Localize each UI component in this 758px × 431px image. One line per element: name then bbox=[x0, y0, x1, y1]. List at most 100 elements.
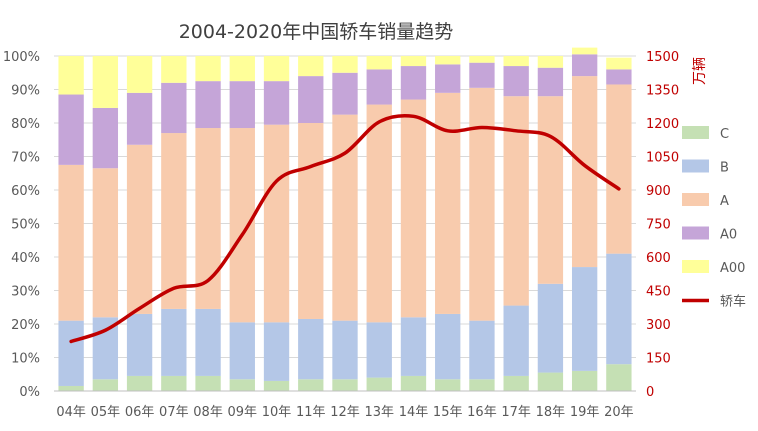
bar-segment-a00 bbox=[435, 56, 461, 65]
y-right-tick-label: 1200 bbox=[646, 117, 679, 132]
bar-segment-b bbox=[229, 322, 255, 380]
bar-stack bbox=[503, 56, 529, 391]
bar-segment-a0 bbox=[92, 107, 119, 169]
bar-stack bbox=[469, 56, 495, 391]
bar-segment-c bbox=[58, 385, 84, 391]
bar-segment-a00 bbox=[469, 56, 495, 63]
bar-segment-a0 bbox=[366, 69, 392, 105]
bar-segment-b bbox=[571, 267, 598, 371]
y-left-tick-label: 40% bbox=[11, 251, 40, 266]
bar-segment-a00 bbox=[58, 56, 84, 95]
bar-stack bbox=[332, 56, 358, 391]
y-left-tick-label: 60% bbox=[11, 184, 40, 199]
legend-label: C bbox=[720, 127, 729, 142]
legend-swatch-a bbox=[682, 193, 709, 206]
bar-segment-a0 bbox=[537, 67, 564, 97]
x-tick-label: 18年 bbox=[536, 405, 566, 420]
bar-segment-a bbox=[606, 84, 632, 254]
bar-segment-c bbox=[435, 379, 461, 391]
bar-stack bbox=[58, 56, 84, 391]
y-left-tick-label: 0% bbox=[19, 385, 40, 400]
y-left-tick-label: 50% bbox=[11, 218, 40, 233]
y-left-tick-label: 90% bbox=[11, 84, 40, 99]
bar-segment-a bbox=[537, 96, 564, 284]
x-tick-label: 13年 bbox=[364, 405, 394, 420]
x-tick-label: 10年 bbox=[262, 405, 292, 420]
bar-segment-a00 bbox=[126, 56, 153, 93]
bar-stack bbox=[571, 47, 598, 391]
bar-segment-a0 bbox=[606, 69, 632, 85]
x-tick-label: 07年 bbox=[159, 405, 189, 420]
bar-segment-c bbox=[606, 364, 632, 391]
y-left-tick-label: 70% bbox=[11, 151, 40, 166]
x-tick-label: 11年 bbox=[296, 405, 326, 420]
bar-segment-a00 bbox=[92, 56, 119, 108]
bar-segment-c bbox=[503, 375, 529, 391]
bar-segment-a bbox=[400, 99, 427, 318]
y-right-tick-label: 600 bbox=[646, 251, 671, 266]
x-tick-label: 06年 bbox=[125, 405, 155, 420]
y-right-tick-label: 450 bbox=[646, 285, 671, 300]
bar-segment-a0 bbox=[435, 64, 461, 93]
bar-stack bbox=[126, 56, 153, 391]
bar-segment-a00 bbox=[161, 56, 187, 83]
bar-segment-a bbox=[503, 96, 529, 306]
bar-segment-b bbox=[126, 313, 153, 376]
bar-segment-a0 bbox=[126, 92, 153, 145]
bar-segment-a00 bbox=[606, 57, 632, 70]
y-right-tick-label: 0 bbox=[646, 385, 654, 400]
bar-segment-a bbox=[126, 144, 153, 314]
bar-stack bbox=[400, 56, 427, 391]
bar-segment-a bbox=[332, 114, 358, 321]
bar-segment-c bbox=[229, 379, 255, 391]
bar-segment-b bbox=[332, 320, 358, 380]
right-axis-unit: 万辆 bbox=[692, 57, 708, 85]
bar-segment-a00 bbox=[366, 56, 392, 70]
bar-segment-c bbox=[571, 370, 598, 391]
y-right-tick-label: 1050 bbox=[646, 151, 679, 166]
bar-segment-a0 bbox=[229, 81, 255, 129]
bar-segment-b bbox=[92, 317, 119, 380]
bar-segment-a00 bbox=[332, 56, 358, 73]
bar-segment-b bbox=[161, 308, 187, 376]
bar-segment-c bbox=[126, 375, 153, 391]
bar-segment-a0 bbox=[263, 81, 290, 125]
bar-segment-b bbox=[400, 317, 427, 376]
chart-title: 2004-2020年中国轿车销量趋势 bbox=[179, 21, 454, 43]
bar-segment-a00 bbox=[298, 56, 324, 77]
bar-segment-a0 bbox=[503, 66, 529, 97]
y-right-tick-label: 1350 bbox=[646, 84, 679, 99]
bar-segment-b bbox=[366, 322, 392, 378]
bar-segment-c bbox=[263, 380, 290, 391]
bar-segment-a00 bbox=[503, 56, 529, 67]
legend-label: A00 bbox=[720, 261, 745, 276]
bar-stack bbox=[161, 56, 187, 391]
bar-segment-a bbox=[92, 168, 119, 318]
bar-segment-b bbox=[195, 308, 221, 376]
bar-segment-c bbox=[161, 375, 187, 391]
bar-stack bbox=[92, 56, 119, 391]
x-tick-label: 08年 bbox=[193, 405, 223, 420]
bar-segment-a0 bbox=[469, 62, 495, 88]
legend: C B A A0 A00 轿车 bbox=[682, 126, 746, 310]
y-right-tick-label: 900 bbox=[646, 184, 671, 199]
x-tick-label: 16年 bbox=[467, 405, 497, 420]
sedan-sales-line bbox=[69, 113, 621, 344]
bar-segment-b bbox=[503, 305, 529, 376]
x-tick-label: 20年 bbox=[604, 405, 634, 420]
bar-segment-a0 bbox=[161, 82, 187, 134]
bar-segment-c bbox=[537, 372, 564, 391]
y-left-tick-label: 10% bbox=[11, 352, 40, 367]
y-right-tick-label: 1500 bbox=[646, 50, 679, 65]
bar-segment-a0 bbox=[195, 81, 221, 129]
legend-swatch-a00 bbox=[682, 260, 709, 273]
bar-stack bbox=[298, 56, 324, 391]
x-tick-label: 05年 bbox=[91, 405, 121, 420]
bar-segment-a0 bbox=[400, 66, 427, 100]
bar-segment-a00 bbox=[229, 56, 255, 82]
y-left-tick-label: 80% bbox=[11, 117, 40, 132]
axes: 0% 10% 20% 30% 40% 50% 60% 70% 80% 90% 100% 0 150 300… bbox=[3, 50, 679, 420]
y-right-tick-label: 300 bbox=[646, 318, 671, 333]
